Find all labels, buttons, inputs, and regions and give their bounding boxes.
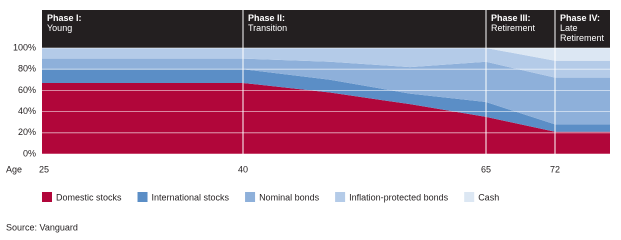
legend-label: Cash — [478, 192, 499, 202]
area — [42, 82, 610, 154]
phase: Phase I: Young — [47, 13, 239, 33]
y-tick-label: 40% — [18, 106, 36, 116]
legend-label: Domestic stocks — [56, 192, 122, 202]
x-axis-label: Age — [6, 164, 22, 174]
phase-title: Phase III: — [491, 13, 531, 23]
phase-title: Phase IV: — [560, 13, 601, 23]
legend-swatch — [137, 192, 148, 202]
area — [42, 58, 610, 125]
x-tick-label: 72 — [550, 164, 560, 174]
y-tick-label: 100% — [13, 42, 36, 52]
phase: Phase II: Transition — [248, 13, 482, 33]
phase-subtitle: Young — [47, 23, 73, 33]
phase: Phase III: Retirement — [491, 13, 551, 33]
y-tick-label: 60% — [18, 85, 36, 95]
phase-title: Phase I: — [47, 13, 82, 23]
x-tick-label: 25 — [39, 164, 49, 174]
legend-swatch — [335, 192, 346, 202]
area — [42, 48, 610, 78]
legend-label: Inflation-protected bonds — [349, 192, 449, 202]
source: Source: Vanguard — [6, 222, 78, 232]
area — [42, 69, 610, 132]
phase-header — [42, 10, 610, 48]
x-tick-label: 65 — [481, 164, 491, 174]
area — [42, 48, 610, 61]
legend-swatch — [245, 192, 256, 202]
legend-label: International stocks — [152, 192, 230, 202]
y-tick-label: 0% — [23, 148, 36, 158]
legend-swatch — [42, 192, 52, 202]
legend-swatch — [464, 192, 475, 202]
phase-subtitle: Retirement — [491, 23, 536, 33]
x-tick-label: 40 — [238, 164, 248, 174]
y-tick-label: 80% — [18, 64, 36, 74]
y-tick-label: 20% — [18, 127, 36, 137]
legend-label: Nominal bonds — [259, 192, 320, 202]
phase-subtitle: Transition — [248, 23, 288, 33]
phase: Phase IV: Late Retirement — [560, 13, 606, 43]
phase-title: Phase II: — [248, 13, 286, 23]
phase-subtitle: Late Retirement — [560, 23, 605, 43]
